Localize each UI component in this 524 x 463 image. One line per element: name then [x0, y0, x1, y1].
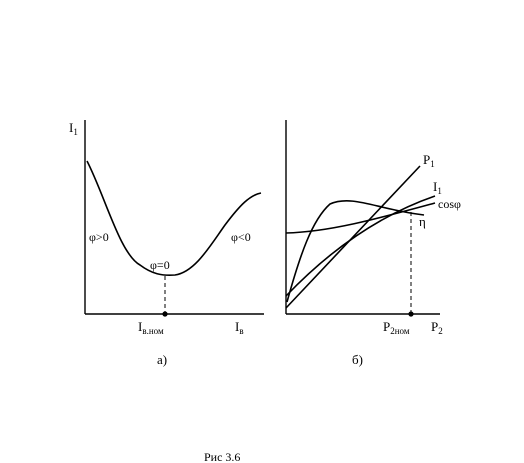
- svg-text:P2ном: P2ном: [383, 319, 410, 336]
- right-x-mark-sub: 2ном: [390, 326, 410, 336]
- right-x-mark-label: P: [383, 319, 390, 334]
- svg-text:Iв.ном: Iв.ном: [138, 319, 164, 336]
- cos-label: cosφ: [438, 197, 461, 211]
- left-x-label-sub: в: [239, 326, 243, 336]
- right-x-label: P: [431, 319, 438, 334]
- region-min-label: φ=0: [150, 258, 170, 272]
- region-left-label: φ>0: [89, 230, 109, 244]
- eta-curve: [285, 202, 436, 234]
- right-caption: б): [352, 352, 363, 367]
- cos-curve: [286, 200, 425, 303]
- region-right-label: φ<0: [231, 230, 251, 244]
- eta-label: η: [419, 214, 426, 229]
- p1-label: P: [423, 152, 430, 167]
- left-y-label: I: [69, 120, 73, 135]
- v-curve: [86, 160, 262, 277]
- left-plot: I1 Iв Iв.ном φ>0 φ=0 φ<0 а): [69, 120, 264, 367]
- left-y-label-sub: 1: [73, 127, 78, 137]
- right-x-mark-dot: [408, 311, 414, 317]
- left-x-label: I: [235, 319, 239, 334]
- left-x-mark-sub: в.ном: [142, 326, 164, 336]
- i1-label: I: [433, 179, 437, 194]
- left-x-mark-dot: [162, 311, 168, 317]
- i1-label-sub: 1: [437, 186, 442, 196]
- svg-text:P1: P1: [423, 152, 435, 169]
- right-plot: P1 I1 cosφ η P2ном P2 б): [285, 120, 461, 367]
- svg-text:P2: P2: [431, 319, 443, 336]
- svg-text:Iв: Iв: [235, 319, 244, 336]
- svg-text:I1: I1: [69, 120, 78, 137]
- p1-label-sub: 1: [430, 159, 435, 169]
- p1-curve: [285, 165, 421, 309]
- i1-curve: [285, 195, 436, 297]
- svg-text:I1: I1: [433, 179, 442, 196]
- right-x-label-sub: 2: [438, 326, 443, 336]
- left-x-mark-label: I: [138, 319, 142, 334]
- left-caption: а): [157, 352, 167, 367]
- figure-caption: Рис 3.6: [204, 450, 240, 463]
